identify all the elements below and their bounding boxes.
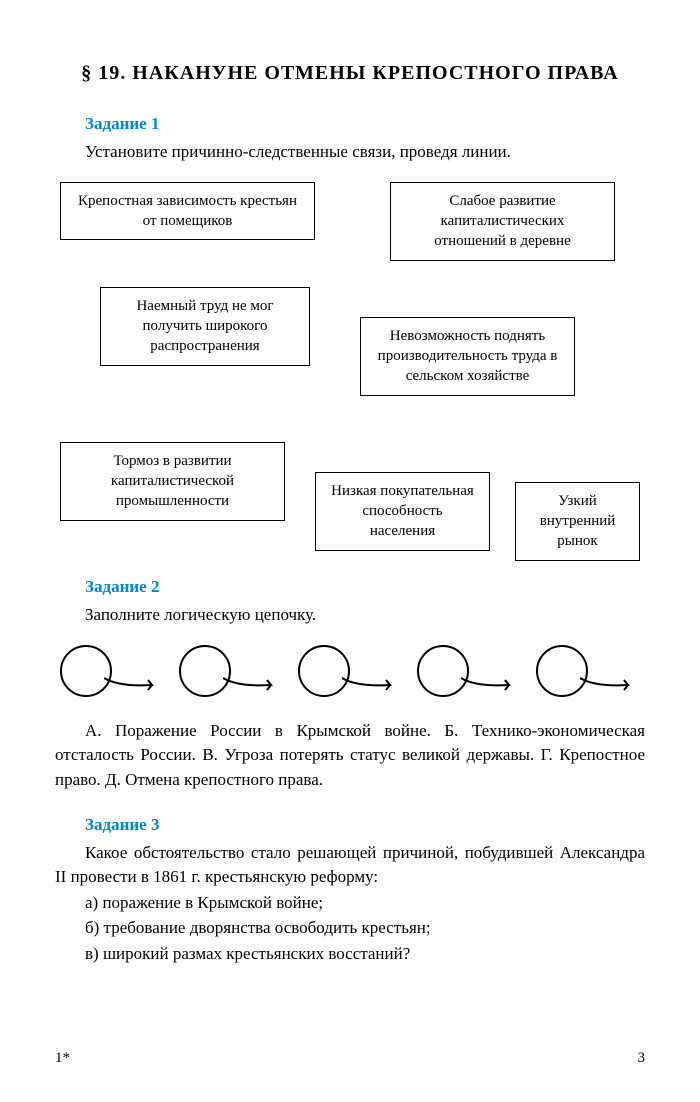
task1-box-1: Слабое развитие капиталистических отноше… bbox=[390, 182, 615, 261]
chain-item-0 bbox=[60, 645, 164, 697]
task1-boxes-container: Крепостная зависимость крестьян от помещ… bbox=[55, 182, 645, 577]
task3-option-1: б) требование дворянства освободить крес… bbox=[85, 915, 645, 941]
chain-item-1 bbox=[179, 645, 283, 697]
arrow-icon bbox=[461, 675, 521, 695]
task2-description: А. Поражение России в Крымской войне. Б.… bbox=[55, 719, 645, 793]
chain-container bbox=[55, 645, 645, 697]
task1-box-3: Невозможность поднять производительность… bbox=[360, 317, 575, 396]
task3-option-0: а) поражение в Крымской войне; bbox=[85, 890, 645, 916]
chain-item-4 bbox=[536, 645, 640, 697]
task2-instruction: Заполните логическую цепочку. bbox=[55, 603, 645, 627]
task1-box-5: Низкая покупательная способность населен… bbox=[315, 472, 490, 551]
page-footer: 1* 3 bbox=[55, 1050, 645, 1067]
task1-box-6: Узкий внутренний рынок bbox=[515, 482, 640, 561]
task1-heading: Задание 1 bbox=[85, 114, 645, 134]
footer-right: 3 bbox=[638, 1050, 646, 1067]
task1-instruction: Установите причинно-следственные связи, … bbox=[55, 140, 645, 164]
task2-heading: Задание 2 bbox=[85, 577, 645, 597]
footer-left: 1* bbox=[55, 1050, 70, 1067]
arrow-icon bbox=[223, 675, 283, 695]
task3-option-2: в) широкий размах крестьянских восстаний… bbox=[85, 941, 645, 967]
task3-question: Какое обстоятельство стало решающей прич… bbox=[55, 841, 645, 890]
task3-options: а) поражение в Крымской войне;б) требова… bbox=[85, 890, 645, 967]
task1-box-0: Крепостная зависимость крестьян от помещ… bbox=[60, 182, 315, 241]
task3-heading: Задание 3 bbox=[85, 815, 645, 835]
chain-item-2 bbox=[298, 645, 402, 697]
task1-box-2: Наемный труд не мог получить широкого ра… bbox=[100, 287, 310, 366]
task1-box-4: Тормоз в развитии капиталистической пром… bbox=[60, 442, 285, 521]
chapter-title: § 19. НАКАНУНЕ ОТМЕНЫ КРЕПОСТНОГО ПРАВА bbox=[55, 60, 645, 86]
arrow-icon bbox=[104, 675, 164, 695]
chain-item-3 bbox=[417, 645, 521, 697]
arrow-icon bbox=[580, 675, 640, 695]
arrow-icon bbox=[342, 675, 402, 695]
